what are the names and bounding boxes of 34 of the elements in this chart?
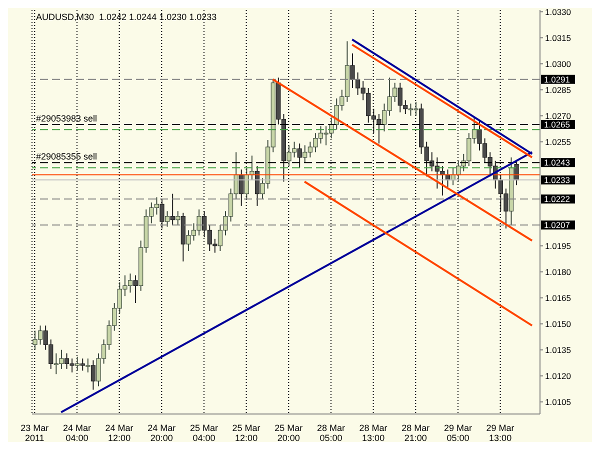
y-tick-label: 1.0120	[545, 370, 572, 381]
x-tick-label: 24 Mar 20:00	[148, 423, 176, 443]
x-tick-label: 29 Mar 13:00	[486, 423, 514, 443]
y-tick-label: 1.0270	[545, 110, 572, 121]
y-tick-label: 1.0105	[545, 396, 572, 407]
ref-line-label: 1.0265	[544, 119, 570, 130]
y-tick-label: 1.0300	[545, 58, 572, 69]
annotation: #29053983 sell	[36, 113, 98, 124]
x-tick-label: 24 Mar 12:00	[105, 423, 134, 443]
x-tick-label: 29 Mar 05:00	[444, 423, 472, 443]
y-tick-label: 1.0195	[545, 240, 572, 251]
chart-title: AUDUSD,M30 1.0242 1.0244 1.0230 1.0233	[36, 12, 217, 22]
y-tick-label: 1.0255	[545, 136, 572, 147]
y-tick-label: 1.0165	[545, 292, 572, 303]
ref-line-label: 1.0291	[544, 74, 570, 84]
ref-line-label: 1.0207	[544, 220, 570, 230]
x-tick-label: 28 Mar 13:00	[359, 423, 388, 443]
x-tick-label: 25 Mar 20:00	[274, 423, 303, 443]
y-tick-label: 1.0315	[545, 32, 572, 43]
ref-line-label: 1.0243	[544, 158, 570, 168]
y-tick-label: 1.0135	[545, 344, 572, 355]
x-tick-label: 23 Mar 2011	[20, 423, 49, 443]
y-tick-label: 1.0285	[545, 84, 572, 95]
annotation: #29085355 sell	[36, 152, 98, 162]
x-tick-label: 28 Mar 21:00	[402, 423, 430, 443]
y-tick-label: 1.0180	[545, 266, 572, 277]
y-tick-label: 1.0150	[545, 318, 572, 329]
ref-line-label: 1.0222	[544, 194, 570, 204]
x-tick-label: 25 Mar 04:00	[190, 423, 218, 443]
y-tick-label: 1.0330	[545, 6, 572, 17]
x-tick-label: 25 Mar 12:00	[232, 423, 260, 443]
ref-line-label: 1.0233	[544, 174, 570, 185]
x-tick-label: 24 Mar 04:00	[62, 423, 91, 443]
x-tick-label: 28 Mar 05:00	[316, 423, 345, 443]
